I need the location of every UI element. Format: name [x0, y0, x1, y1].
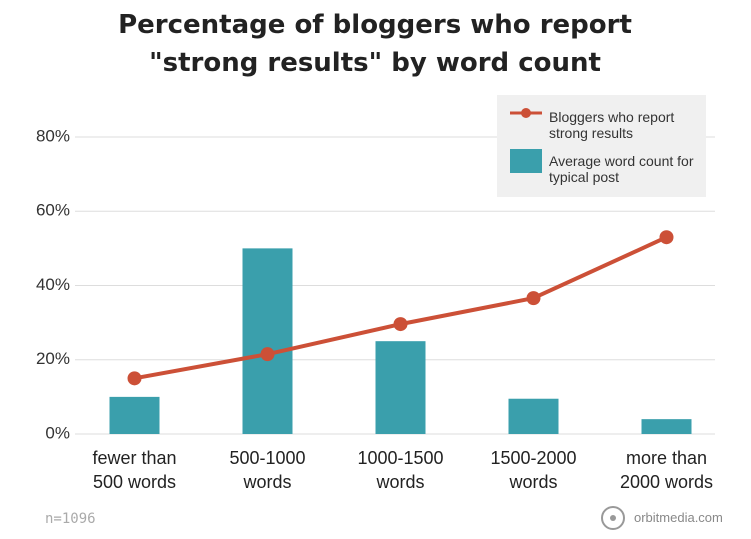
chart-title: Percentage of bloggers who report "stron…: [118, 10, 632, 78]
source: orbitmedia.com: [634, 510, 723, 525]
legend-swatch: [510, 149, 542, 173]
y-tick-label: 20%: [36, 349, 70, 368]
logo-dot: [610, 515, 616, 521]
sample-note: n=1096: [45, 511, 96, 527]
line-marker: [526, 291, 541, 306]
x-tick-label: fewer than 500 words: [92, 448, 177, 492]
logo-icon: [601, 506, 625, 530]
line-marker: [127, 371, 142, 386]
legend-box: [510, 149, 542, 173]
legend-label: Bloggers who report strong results: [549, 109, 675, 141]
legend-label: Average word count for typical post: [549, 153, 694, 185]
legend: Bloggers who report strong results Averag…: [497, 95, 706, 197]
legend-swatch: [510, 108, 542, 118]
y-tick-label: 40%: [36, 275, 70, 294]
x-tick-label: 500-1000 words: [229, 448, 306, 492]
bar: [375, 341, 426, 434]
bar: [641, 419, 692, 434]
bar: [109, 396, 160, 434]
legend-dot: [521, 108, 531, 118]
y-tick-label: 80%: [36, 126, 70, 145]
bar: [242, 248, 293, 434]
bar: [508, 398, 559, 434]
x-tick-label: 1000-1500 words: [357, 448, 444, 492]
line-marker: [260, 347, 275, 362]
y-tick-label: 60%: [36, 201, 70, 220]
line-marker: [659, 230, 674, 245]
line-marker: [393, 317, 408, 332]
x-tick-label: 1500-2000 words: [490, 448, 577, 492]
y-tick-label: 0%: [45, 423, 70, 442]
x-tick-label: more than 2000 words: [619, 448, 714, 492]
